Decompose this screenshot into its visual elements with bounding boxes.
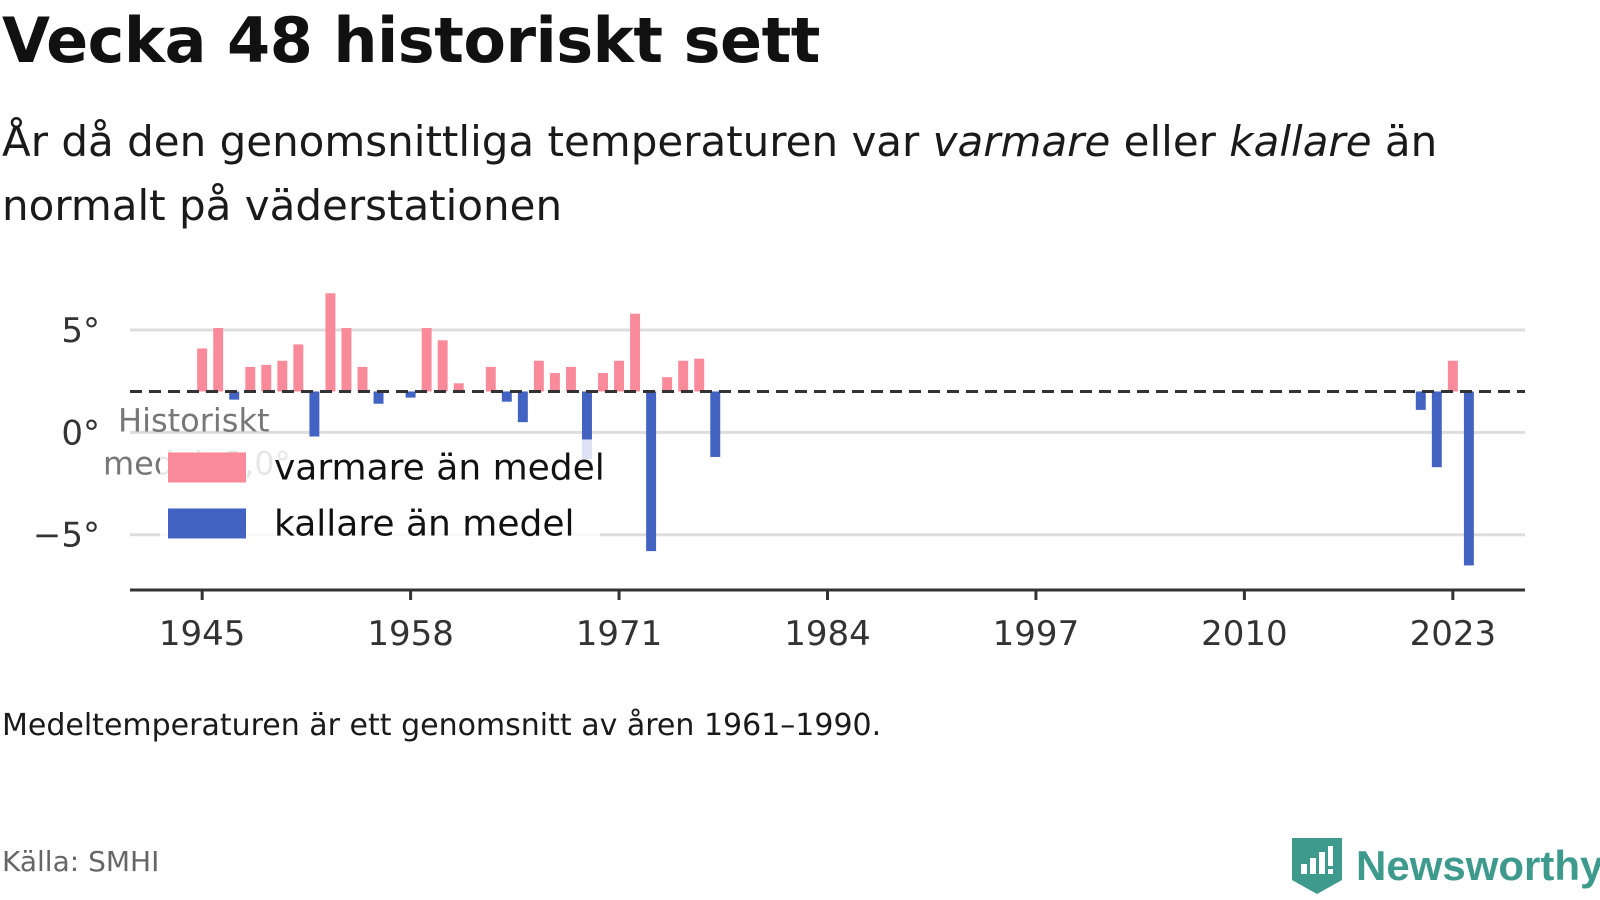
bar-2022 [1431,391,1442,468]
grid-lines: 5° 0° −5° [33,311,1525,556]
subtitle-mid: eller [1110,117,1230,166]
bar-1969 [582,391,592,460]
bar-1960 [437,340,448,392]
bar-1946 [213,328,224,392]
x-tick-label: 1984 [784,614,871,654]
y-tick-label: −5° [33,516,100,556]
bar-1974 [662,377,673,392]
bar-1961 [453,383,464,392]
page-title: Vecka 48 historiskt sett [2,4,820,77]
footnote: Medeltemperaturen är ett genomsnitt av å… [2,708,882,743]
x-tick-label: 1971 [576,614,663,654]
bar-1950 [277,360,288,392]
x-tick-label: 2023 [1410,614,1497,654]
bar-1949 [261,364,272,392]
bar-1947 [229,391,240,400]
subtitle-suffix: än normalt på väderstationen [2,117,1438,230]
bar-1972 [630,313,641,392]
legend-label-warm: varmare än medel [274,447,605,488]
legend-swatch-warm [168,452,246,483]
bar-1976 [694,358,705,392]
subtitle-cold: kallare [1229,117,1372,166]
baseline-label-line1: Historiskt [118,401,270,439]
legend: varmare än medel kallare än medel [160,439,605,556]
bar-1971 [614,360,625,392]
bar-1965 [517,391,528,423]
subtitle-warm: varmare [932,117,1111,166]
bar-1967 [549,373,560,392]
x-tick-label: 1945 [159,614,246,654]
bar-1952 [309,391,320,437]
legend-label-cold: kallare än medel [274,503,574,544]
bar-1977 [710,391,721,457]
bar-1964 [501,391,512,402]
bar-2021 [1415,391,1426,410]
temperature-bar-chart: 5° 0° −5° 1945 1958 1971 1984 1997 2010 2023 His… [33,293,1525,654]
x-tick-label: 1958 [367,614,454,654]
bar-1956 [373,391,384,404]
source-label: Källa: SMHI [2,845,160,878]
bar-1970 [598,373,608,392]
bar-1948 [245,366,256,392]
bar-1966 [533,360,544,392]
bar-2023 [1447,360,1458,392]
bar-1953 [325,293,336,392]
bar-1959 [421,328,432,392]
page-subtitle: År då den genomsnittliga temperaturen va… [2,110,1502,238]
bar-1954 [341,328,352,392]
y-tick-label: 5° [61,311,100,351]
x-axis: 1945 1958 1971 1984 1997 2010 2023 [130,588,1525,654]
bar-1958 [405,391,416,398]
x-tick-label: 2010 [1201,614,1288,654]
bar-1955 [357,366,368,392]
bars-group [197,293,1474,566]
x-tick-label: 1997 [993,614,1080,654]
newsworthy-logo-icon [1292,838,1342,894]
subtitle-prefix: År då den genomsnittliga temperaturen va… [2,117,933,166]
bar-1963 [485,366,496,392]
bar-1975 [678,360,689,392]
bar-1945 [197,348,208,392]
bar-2024 [1463,391,1474,566]
legend-swatch-cold [168,508,246,539]
bar-1968 [565,366,576,392]
brand-logo: Newsworthy [1292,838,1600,894]
brand-name: Newsworthy [1356,842,1600,889]
bar-1973 [646,391,657,552]
bar-1951 [293,344,304,392]
y-tick-label: 0° [61,413,100,453]
